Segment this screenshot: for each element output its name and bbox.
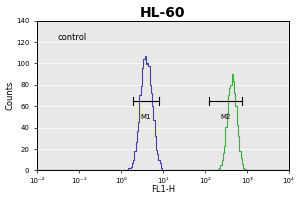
Text: control: control: [57, 33, 86, 42]
Y-axis label: Counts: Counts: [6, 81, 15, 110]
X-axis label: FL1-H: FL1-H: [151, 185, 175, 194]
Title: HL-60: HL-60: [140, 6, 186, 20]
Text: M2: M2: [220, 114, 230, 120]
Text: M1: M1: [140, 114, 151, 120]
